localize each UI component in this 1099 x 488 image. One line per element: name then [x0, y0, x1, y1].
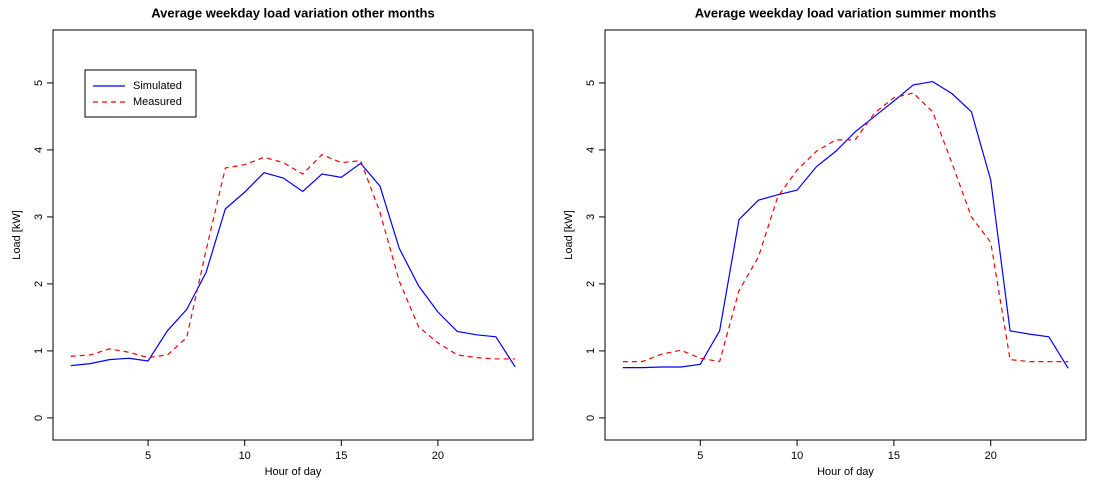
series-line: [70, 162, 516, 368]
y-tick-label: 0: [585, 415, 597, 421]
y-tick-label: 5: [585, 80, 597, 86]
x-tick-label: 5: [145, 450, 151, 462]
series-line: [622, 80, 1069, 369]
plot-frame: [52, 29, 534, 441]
y-tick-label: 2: [33, 281, 45, 287]
y-tick-label: 3: [585, 214, 597, 220]
y-tick-label: 3: [33, 214, 45, 220]
x-axis-label: Hour of day: [265, 466, 322, 478]
x-axis-label: Hour of day: [817, 466, 874, 478]
legend-label: Measured: [133, 96, 182, 108]
x-tick-label: 15: [888, 450, 900, 462]
y-axis-label: Load [kW]: [11, 210, 23, 260]
y-tick-label: 4: [585, 147, 597, 153]
y-tick-label: 2: [585, 281, 597, 287]
y-tick-label: 4: [33, 147, 45, 153]
x-tick-label: 10: [239, 450, 251, 462]
legend-box: [84, 69, 197, 118]
plot-frame: [604, 29, 1087, 441]
y-axis-label: Load [kW]: [563, 210, 575, 260]
legend-label: Simulated: [133, 80, 182, 92]
x-tick-label: 20: [985, 450, 997, 462]
x-tick-label: 5: [697, 450, 703, 462]
x-tick-label: 20: [432, 450, 444, 462]
series-line: [622, 92, 1069, 363]
y-tick-label: 1: [585, 348, 597, 354]
chart-title: Average weekday load variation other mon…: [151, 5, 434, 20]
y-tick-label: 1: [33, 348, 45, 354]
x-tick-label: 10: [791, 450, 803, 462]
y-tick-label: 0: [33, 415, 45, 421]
y-tick-label: 5: [33, 80, 45, 86]
chart-title: Average weekday load variation summer mo…: [695, 5, 997, 20]
x-tick-label: 15: [335, 450, 347, 462]
series-line: [70, 153, 516, 360]
